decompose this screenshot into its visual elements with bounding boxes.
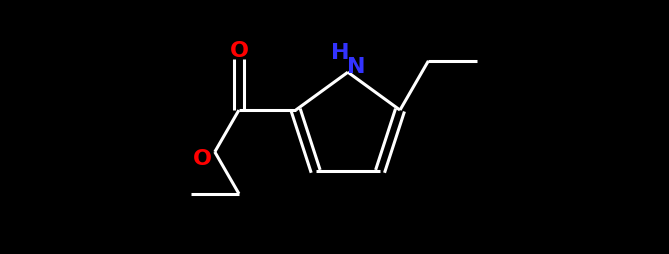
Text: H: H	[330, 43, 349, 64]
Text: N: N	[347, 57, 365, 77]
Text: O: O	[193, 149, 212, 169]
Text: O: O	[229, 41, 248, 61]
